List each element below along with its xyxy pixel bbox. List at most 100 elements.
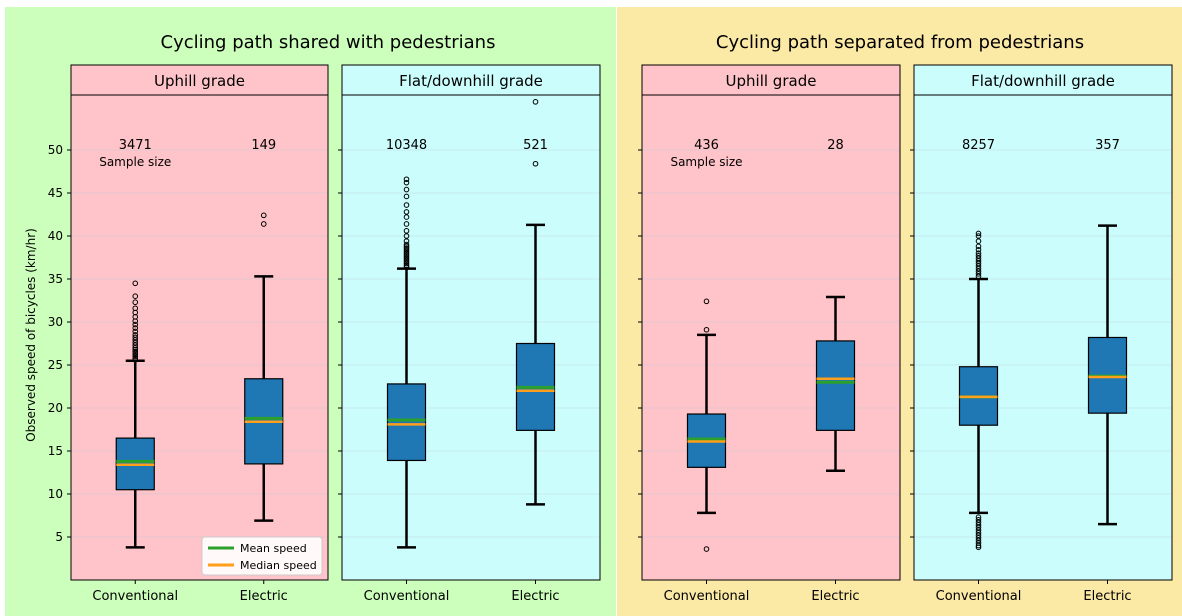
box-conventional: 436 Conventional bbox=[664, 138, 750, 604]
outlier-point bbox=[975, 542, 982, 549]
x-tick-label: Conventional bbox=[364, 589, 450, 604]
outlier-point bbox=[132, 280, 139, 287]
panel-header bbox=[70, 64, 329, 96]
outlier-point bbox=[132, 325, 139, 331]
outlier-point bbox=[132, 348, 139, 355]
outlier-point bbox=[403, 255, 410, 262]
y-tick-label: 40 bbox=[48, 229, 63, 243]
outlier-point bbox=[132, 350, 139, 356]
outlier-point bbox=[403, 221, 410, 227]
box-conventional: 8257 Conventional bbox=[936, 138, 1022, 604]
outlier-point bbox=[403, 176, 410, 183]
panel-header bbox=[341, 64, 601, 96]
outlier-point bbox=[975, 529, 982, 536]
x-tick-label: Conventional bbox=[936, 589, 1022, 604]
outlier-point bbox=[975, 246, 982, 253]
box-iqr bbox=[386, 383, 427, 462]
outlier-point bbox=[260, 221, 267, 227]
sample-size-label: Sample size bbox=[99, 155, 171, 169]
outlier-point bbox=[703, 298, 710, 305]
outlier-point bbox=[403, 245, 410, 251]
y-tick-label: 25 bbox=[48, 358, 63, 372]
outlier-point bbox=[132, 345, 139, 351]
sample-size-value: 28 bbox=[827, 138, 844, 153]
outlier-point bbox=[132, 334, 139, 341]
outlier-point bbox=[260, 212, 267, 219]
y-axis-label: Observed speed of bicycles (km/hr) bbox=[24, 228, 38, 442]
box-electric: 357 Electric bbox=[1083, 138, 1131, 604]
sample-size-value: 8257 bbox=[962, 138, 995, 153]
outlier-point bbox=[132, 332, 139, 338]
outlier-point bbox=[703, 546, 710, 552]
group-title-separated: Cycling path separated from pedestrians bbox=[716, 32, 1084, 53]
outlier-point bbox=[403, 257, 410, 263]
panel-background bbox=[342, 95, 600, 580]
y-tick-label: 50 bbox=[48, 143, 63, 157]
outlier-point bbox=[975, 537, 982, 544]
outlier-point bbox=[975, 263, 982, 269]
outlier-point bbox=[403, 252, 410, 258]
panel-title: Flat/downhill grade bbox=[971, 72, 1115, 90]
panel-title: Flat/downhill grade bbox=[399, 72, 543, 90]
outlier-point bbox=[403, 260, 410, 267]
sample-size-value: 436 bbox=[694, 138, 719, 153]
sample-size-value: 10348 bbox=[386, 138, 427, 153]
outlier-point bbox=[403, 193, 410, 200]
outlier-point bbox=[403, 214, 410, 220]
panel-frame bbox=[70, 94, 329, 581]
outlier-point bbox=[975, 271, 982, 277]
panel-frame bbox=[641, 94, 901, 581]
outlier-point bbox=[132, 353, 139, 360]
outlier-point bbox=[975, 273, 982, 280]
panel-frame bbox=[341, 94, 601, 581]
y-tick-label: 10 bbox=[48, 487, 63, 501]
outlier-point bbox=[975, 258, 982, 264]
outlier-point bbox=[403, 179, 410, 186]
y-tick-label: 35 bbox=[48, 272, 63, 286]
outlier-point bbox=[403, 241, 410, 248]
outlier-point bbox=[403, 238, 410, 244]
outlier-point bbox=[132, 328, 139, 335]
outlier-point bbox=[975, 233, 982, 239]
panel-frame bbox=[913, 94, 1173, 581]
sample-size-value: 357 bbox=[1095, 138, 1120, 153]
x-tick-label: Electric bbox=[811, 589, 859, 604]
outlier-point bbox=[403, 246, 410, 253]
y-tick-label: 5 bbox=[55, 530, 63, 544]
outlier-point bbox=[975, 519, 982, 526]
sample-size-value: 521 bbox=[523, 138, 548, 153]
outlier-point bbox=[975, 527, 982, 533]
legend: Mean speed Median speed bbox=[201, 536, 323, 576]
outlier-point bbox=[403, 233, 410, 239]
outlier-point bbox=[975, 243, 982, 250]
outlier-point bbox=[403, 209, 410, 215]
box-electric: 28 Electric bbox=[811, 138, 859, 604]
y-tick-label: 20 bbox=[48, 401, 63, 415]
sample-size-value: 3471 bbox=[119, 138, 152, 153]
outlier-point bbox=[132, 357, 139, 363]
outlier-point bbox=[403, 262, 410, 269]
outlier-point bbox=[975, 517, 982, 523]
chart-panels: 5 10 15 20 25 30 35 40 45 50 Uphill grade 3471 Conve… bbox=[48, 64, 1173, 604]
outlier-point bbox=[403, 202, 410, 208]
box-electric: 149 Electric bbox=[240, 138, 288, 604]
outlier-point bbox=[132, 337, 139, 343]
outlier-point bbox=[975, 265, 982, 272]
box-conventional: 3471 Conventional bbox=[92, 138, 178, 604]
outlier-point bbox=[132, 351, 139, 358]
outlier-point bbox=[403, 228, 410, 234]
x-tick-label: Conventional bbox=[664, 589, 750, 604]
panel-background bbox=[642, 95, 900, 580]
outlier-point bbox=[403, 186, 410, 193]
outlier-point bbox=[975, 540, 982, 546]
outlier-point bbox=[975, 524, 982, 531]
panel-background bbox=[914, 95, 1172, 580]
outlier-point bbox=[132, 339, 139, 346]
x-tick-label: Electric bbox=[1083, 589, 1131, 604]
panel-title: Uphill grade bbox=[154, 72, 245, 90]
panel-background bbox=[71, 95, 328, 580]
outlier-point bbox=[975, 255, 982, 262]
x-tick-label: Electric bbox=[511, 589, 559, 604]
outlier-point bbox=[975, 252, 982, 259]
